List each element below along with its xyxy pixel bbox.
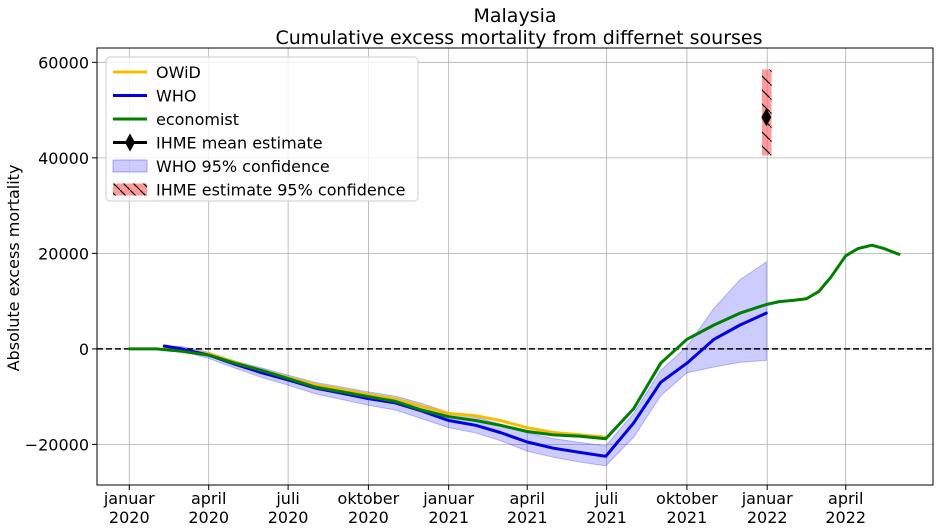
- plot-frame: [96, 47, 934, 486]
- x-tick-label: oktober: [338, 489, 400, 508]
- legend-label: WHO: [156, 87, 196, 106]
- point-markers: [761, 108, 772, 127]
- x-tick-label: oktober: [656, 489, 718, 508]
- x-tick-label: april: [828, 489, 863, 508]
- legend-box: [105, 56, 419, 202]
- y-tick-label: 60000: [38, 53, 89, 72]
- x-tick-year: 2021: [667, 508, 708, 527]
- y-axis-label: Absolute excess mortality: [4, 165, 23, 372]
- legend-label: WHO 95% confidence: [156, 157, 330, 176]
- legend-label: IHME estimate 95% confidence: [156, 181, 405, 200]
- legend-swatch-diamond: [125, 133, 135, 152]
- series-lines: [127, 243, 901, 458]
- y-tick-label: 20000: [38, 244, 89, 263]
- series-line-who: [162, 311, 768, 458]
- x-tick-year: 2020: [268, 508, 309, 527]
- x-tick-year: 2022: [825, 508, 866, 527]
- who-confidence-band: [164, 261, 767, 467]
- y-tick-label: −20000: [25, 435, 89, 454]
- chart-title: Malaysia: [473, 5, 556, 27]
- x-tick-year: 2022: [747, 508, 788, 527]
- legend-label: economist: [156, 110, 239, 129]
- x-tick-year: 2020: [348, 508, 389, 527]
- legend-label: OWiD: [156, 63, 201, 82]
- y-tick-label: 0: [79, 340, 89, 359]
- x-tick-year: 2021: [586, 508, 627, 527]
- x-axis: januar2020april2020juli2020oktober2020ja…: [103, 485, 866, 527]
- legend-label: IHME mean estimate: [156, 134, 323, 153]
- legend-swatch-patch: [112, 159, 148, 173]
- x-tick-label: januar: [103, 489, 155, 508]
- series-line-economist: [127, 243, 901, 441]
- x-tick-label: april: [509, 489, 544, 508]
- x-tick-year: 2021: [507, 508, 548, 527]
- x-tick-label: januar: [422, 489, 474, 508]
- y-axis: −20000 0 20000 40000 60000: [25, 53, 97, 454]
- x-tick-label: april: [191, 489, 226, 508]
- legend: OWiD WHO economist IHME mean estimate WHO 95…: [105, 56, 419, 202]
- x-tick-label: juli: [594, 489, 618, 508]
- ihme-mean-marker: [761, 108, 772, 127]
- chart-subtitle: Cumulative excess mortality from differn…: [276, 27, 763, 49]
- x-tick-year: 2020: [109, 508, 150, 527]
- y-tick-label: 40000: [38, 149, 89, 168]
- x-tick-year: 2020: [188, 508, 229, 527]
- x-tick-label: juli: [275, 489, 299, 508]
- legend-swatch-hatch: [113, 183, 147, 196]
- x-tick-year: 2021: [428, 508, 469, 527]
- x-tick-label: januar: [741, 489, 793, 508]
